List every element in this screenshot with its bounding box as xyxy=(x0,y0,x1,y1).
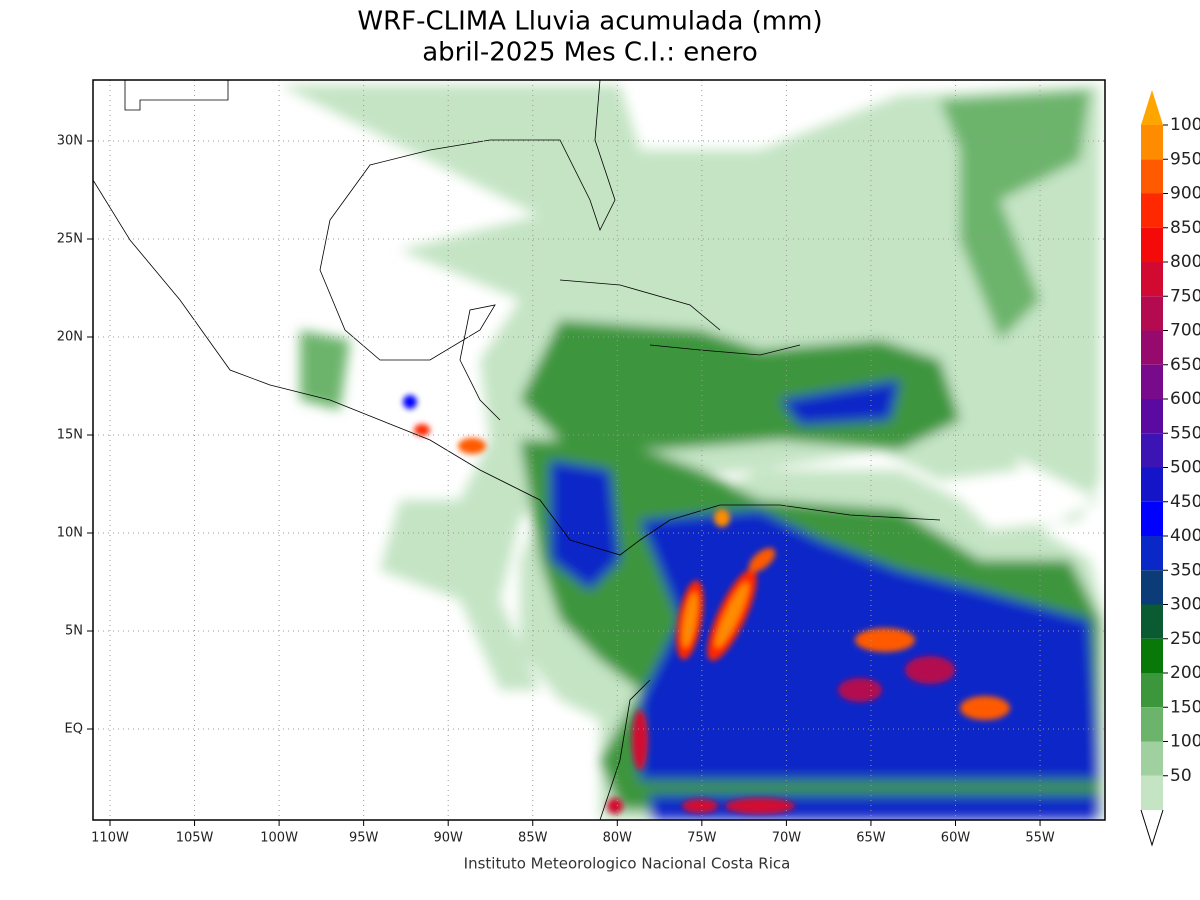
lon-label: 90W xyxy=(433,831,463,846)
colorbar-label: 100 xyxy=(1170,115,1200,135)
colorbar-label: 700 xyxy=(1170,321,1200,341)
colorbar-label: 800 xyxy=(1170,252,1200,272)
colorbar-swatch xyxy=(1141,467,1163,502)
colorbar-label: 950 xyxy=(1170,149,1200,169)
colorbar-label: 600 xyxy=(1170,389,1200,409)
title: WRF-CLIMA Lluvia acumulada (mm) xyxy=(357,7,822,37)
lon-label: 100W xyxy=(260,831,298,846)
colorbar-swatch xyxy=(1141,125,1163,160)
colorbar-swatch xyxy=(1141,262,1163,297)
colorbar-label: 300 xyxy=(1170,595,1200,615)
colorbar-swatch xyxy=(1141,193,1163,228)
colorbar-label: 850 xyxy=(1170,218,1200,238)
lon-label: 65W xyxy=(856,831,886,846)
colorbar-label: 900 xyxy=(1170,184,1200,204)
colorbar-top xyxy=(1141,90,1163,125)
colorbar-swatch xyxy=(1141,501,1163,536)
colorbar-label: 550 xyxy=(1170,423,1200,443)
colorbar-swatch xyxy=(1141,227,1163,262)
lon-label: 85W xyxy=(518,831,548,846)
lat-label: 25N xyxy=(57,232,83,247)
colorbar-swatch xyxy=(1141,604,1163,639)
colorbar-swatch xyxy=(1141,536,1163,571)
colorbar-label: 350 xyxy=(1170,560,1200,580)
lat-label: EQ xyxy=(65,722,83,737)
lon-label: 75W xyxy=(687,831,717,846)
colorbar-swatch xyxy=(1141,638,1163,673)
colorbar-swatch xyxy=(1141,330,1163,365)
colorbar-label: 200 xyxy=(1170,663,1200,683)
colorbar-label: 650 xyxy=(1170,355,1200,375)
map-frame xyxy=(92,79,1106,821)
lon-label: 105W xyxy=(176,831,214,846)
lat-label: 10N xyxy=(57,526,83,541)
colorbar-label: 500 xyxy=(1170,458,1200,478)
coastlines xyxy=(93,80,941,820)
colorbar-swatch xyxy=(1141,433,1163,468)
colorbar-swatch xyxy=(1141,741,1163,776)
colorbar-swatch xyxy=(1141,707,1163,742)
colorbar-label: 250 xyxy=(1170,629,1200,649)
colorbar: 100 950 900 850 800 750 700 650 600 550 500 450 400 3… xyxy=(1140,90,1200,847)
colorbar-swatch xyxy=(1141,296,1163,331)
colorbar-swatch xyxy=(1141,673,1163,708)
footer: Instituto Meteorologico Nacional Costa R… xyxy=(464,855,791,873)
graticule: 110W 105W 100W 95W 90W 85W 80W 75W 70W 65W 60W 55W 3… xyxy=(57,80,1105,846)
lon-label: 55W xyxy=(1025,831,1055,846)
lat-label: 30N xyxy=(57,134,83,149)
colorbar-swatch xyxy=(1141,364,1163,399)
lon-label: 80W xyxy=(603,831,633,846)
colorbar-label: 50 xyxy=(1170,766,1192,786)
colorbar-label: 750 xyxy=(1170,286,1200,306)
lat-label: 20N xyxy=(57,330,83,345)
colorbar-swatch xyxy=(1141,399,1163,434)
colorbar-label: 150 xyxy=(1170,697,1200,717)
lon-label: 70W xyxy=(772,831,802,846)
colorbar-label: 400 xyxy=(1170,526,1200,546)
subtitle: abril-2025 Mes C.I.: enero xyxy=(422,38,758,68)
lon-label: 95W xyxy=(349,831,379,846)
lat-label: 15N xyxy=(57,428,83,443)
lon-label: 110W xyxy=(91,831,129,846)
rain-field xyxy=(93,80,1105,820)
colorbar-swatch xyxy=(1141,159,1163,194)
colorbar-bottom xyxy=(1140,809,1164,847)
lon-label: 60W xyxy=(941,831,971,846)
colorbar-label: 100 xyxy=(1170,732,1200,752)
colorbar-swatch xyxy=(1141,570,1163,605)
colorbar-label: 450 xyxy=(1170,492,1200,512)
lat-label: 5N xyxy=(65,624,83,639)
colorbar-swatch xyxy=(1141,775,1163,810)
